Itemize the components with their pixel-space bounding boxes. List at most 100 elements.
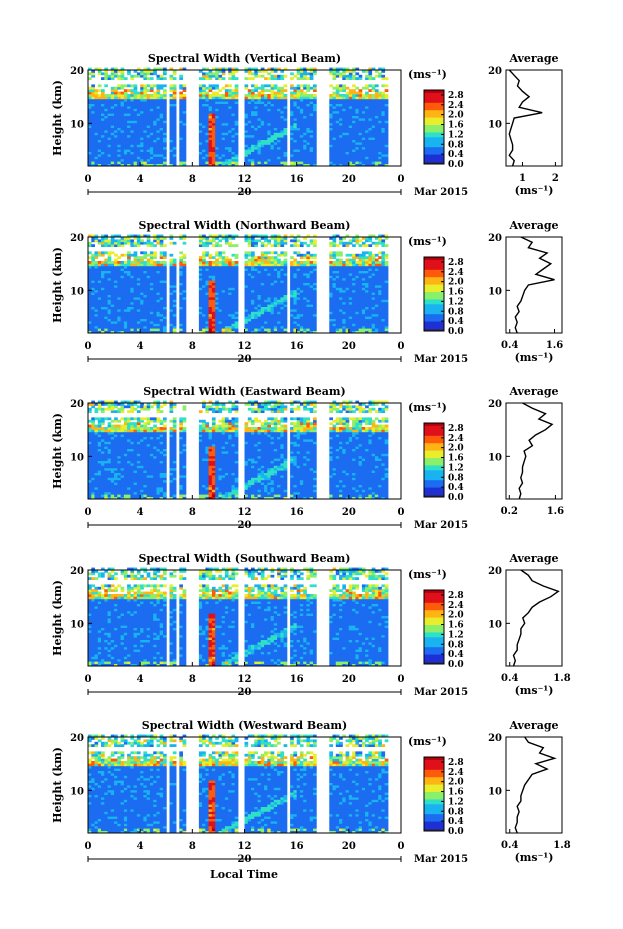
heatmap-cell <box>342 149 346 152</box>
heatmap-cell <box>215 261 219 264</box>
heatmap-cell <box>299 103 304 107</box>
heatmap-cell <box>215 285 219 288</box>
heatmap-cell <box>378 125 382 128</box>
heatmap-cell <box>244 309 249 312</box>
heatmap-cell <box>342 161 346 164</box>
heatmap-cell <box>94 323 99 327</box>
heatmap-cell <box>267 158 271 162</box>
heatmap-cell <box>384 84 389 88</box>
heatmap-cell <box>136 120 141 124</box>
heatmap-cell <box>172 113 177 116</box>
heatmap-cell <box>257 137 262 140</box>
heatmap-cell <box>313 142 317 145</box>
heatmap-cell <box>110 67 115 71</box>
heatmap-cell <box>153 256 157 259</box>
heatmap-cell <box>143 309 148 312</box>
heatmap-cell <box>254 96 258 100</box>
heatmap-cell <box>228 287 232 291</box>
heatmap-cell <box>267 292 271 295</box>
heatmap-cell <box>283 294 288 298</box>
heatmap-cell <box>254 101 258 104</box>
heatmap-cell <box>335 113 340 116</box>
heatmap-cell <box>208 144 213 148</box>
heatmap-cell <box>211 304 216 307</box>
heatmap-cell <box>107 134 112 138</box>
heatmap-cell <box>208 146 213 150</box>
heatmap-cell <box>136 301 141 305</box>
heatmap-cell <box>277 106 281 109</box>
heatmap-cell <box>264 237 268 240</box>
heatmap-cell <box>91 306 95 310</box>
heatmap-cell <box>208 115 213 119</box>
heatmap-cell <box>205 108 210 112</box>
heatmap-cell <box>345 77 350 80</box>
heatmap-cell <box>97 144 102 148</box>
heatmap-cell <box>231 270 236 274</box>
heatmap-cell <box>228 282 232 286</box>
heatmap-cell <box>143 261 148 264</box>
heatmap-cell <box>153 151 157 155</box>
heatmap-cell <box>127 96 131 100</box>
heatmap-cell <box>163 309 167 312</box>
heatmap-cell <box>101 158 105 162</box>
heatmap-cell <box>247 313 252 317</box>
heatmap-cell <box>91 94 95 97</box>
heatmap-cell <box>277 103 281 107</box>
heatmap-cell <box>231 328 236 331</box>
heatmap-cell <box>163 156 167 160</box>
heatmap-cell <box>260 263 265 267</box>
heatmap-cell <box>303 108 307 112</box>
heatmap-cell <box>110 239 115 243</box>
heatmap-cell <box>182 139 187 143</box>
heatmap-cell <box>251 234 255 238</box>
heatmap-cell <box>303 149 307 152</box>
heatmap-cell <box>358 132 363 136</box>
heatmap-cell <box>283 122 288 126</box>
heatmap-cell <box>179 294 183 298</box>
heatmap-cell <box>335 156 340 160</box>
heatmap-cell <box>140 301 144 305</box>
heatmap-cell <box>368 163 373 167</box>
heatmap-cell <box>114 151 118 155</box>
heatmap-cell <box>202 268 206 271</box>
heatmap-cell <box>104 328 108 331</box>
heatmap-cell <box>159 132 164 136</box>
heatmap-cell <box>218 108 223 112</box>
heatmap-cell <box>182 118 187 121</box>
heatmap-cell <box>94 113 99 116</box>
heatmap-cell <box>280 299 285 303</box>
heatmap-cell <box>293 237 298 240</box>
heatmap-cell <box>355 110 360 114</box>
heatmap-cell <box>140 113 144 116</box>
heatmap-cell <box>202 67 206 71</box>
heatmap-cell <box>169 280 174 283</box>
heatmap-cell <box>371 151 376 155</box>
heatmap-cell <box>270 275 275 279</box>
heatmap-cell <box>182 304 187 307</box>
heatmap-cell <box>198 139 203 143</box>
heatmap-cell <box>198 270 203 274</box>
heatmap-cell <box>94 316 99 319</box>
heatmap-cell <box>267 316 271 319</box>
heatmap-cell <box>352 142 356 145</box>
heatmap-cell <box>215 91 219 95</box>
heatmap-cell <box>283 110 288 114</box>
heatmap-cell <box>198 163 203 167</box>
heatmap-cell <box>260 253 265 257</box>
heatmap-cell <box>101 72 105 76</box>
heatmap-cell <box>215 321 219 324</box>
heatmap-cell <box>215 265 219 269</box>
heatmap-cell <box>221 294 226 298</box>
heatmap-cell <box>179 91 183 95</box>
heatmap-cell <box>309 103 314 107</box>
heatmap-cell <box>143 108 148 112</box>
heatmap-cell <box>172 103 177 107</box>
heatmap-cell <box>133 149 138 152</box>
heatmap-cell <box>374 118 379 121</box>
heatmap-cell <box>296 84 301 88</box>
heatmap-cell <box>306 163 311 167</box>
heatmap-cell <box>224 96 229 100</box>
heatmap-cell <box>140 297 144 300</box>
heatmap-cell <box>273 280 278 283</box>
heatmap-cell <box>182 151 187 155</box>
